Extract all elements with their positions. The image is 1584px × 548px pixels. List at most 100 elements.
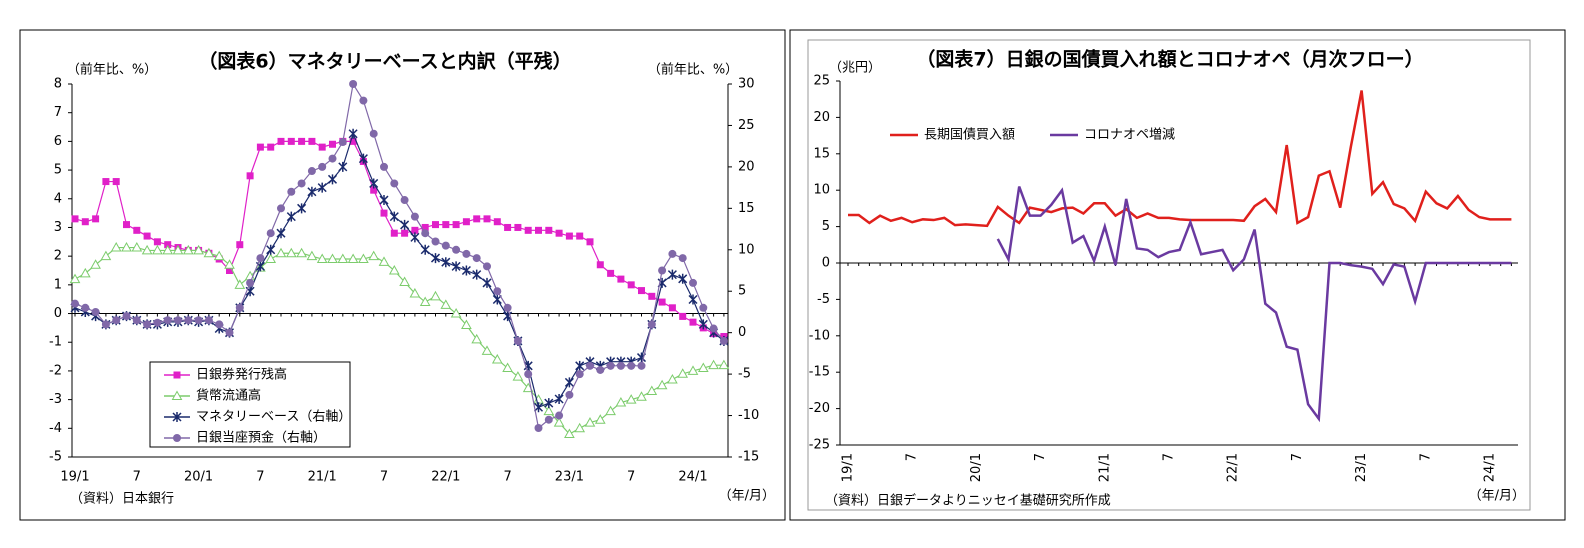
y2-tick-label: 5 [738,284,746,299]
marker [678,273,688,284]
marker [348,128,358,139]
marker [430,290,441,301]
marker [421,229,430,238]
y-tick-label: 8 [54,77,62,92]
marker [523,360,533,371]
x-tick-label: 24/1 [678,470,707,485]
marker [101,320,110,329]
marker [162,244,174,255]
y-tick-label: 6 [54,134,62,149]
marker [389,211,399,222]
y-tick-label: -5 [49,450,62,465]
marker [524,226,532,234]
marker [615,396,627,407]
x-tick-label: 7 [905,453,920,461]
marker [410,212,419,221]
marker [316,253,328,264]
y-tick-label: -5 [817,292,830,307]
marker [276,228,286,239]
marker [370,186,378,194]
marker [513,336,522,345]
marker [472,269,482,280]
panel-frame [19,29,786,521]
marker [616,361,625,370]
marker [524,370,533,379]
x-tick-label: 7 [1418,453,1433,461]
y-tick-label: -1 [49,335,62,350]
x-tick-label: 24/1 [1483,453,1498,482]
x-tick-label: 7 [133,470,141,485]
marker [194,316,203,325]
plot-frame [807,39,1531,511]
marker [277,204,285,213]
marker [441,241,450,250]
marker [555,229,563,237]
legend-label: 長期国債買入額 [924,128,1015,143]
marker [358,153,368,164]
marker [648,292,656,300]
panel-frame [789,29,1566,521]
y-tick-label: 2 [54,249,62,264]
marker [678,254,687,263]
marker [246,172,254,180]
marker [637,361,646,370]
marker [329,140,336,148]
marker [441,257,451,268]
marker [318,143,326,151]
marker [328,154,337,163]
marker [565,390,574,399]
marker [638,287,645,295]
marker [565,232,573,240]
x-tick-label: 23/1 [1354,453,1369,482]
marker [378,256,390,266]
marker [481,345,493,355]
marker [699,303,708,312]
marker [471,333,483,344]
marker [554,393,564,404]
marker [553,417,565,427]
marker [697,362,709,373]
marker [482,277,492,288]
marker [213,250,225,261]
marker [318,162,327,171]
marker [605,405,616,416]
marker [689,318,697,326]
marker [110,242,122,252]
x-tick-label: 19/1 [60,470,89,485]
x-tick-label: 7 [1162,453,1177,461]
y2-tick-label: -10 [738,408,759,423]
y-tick-label: 4 [54,191,62,206]
marker [327,174,338,185]
y-tick-label: 0 [54,306,62,321]
marker [131,242,143,252]
marker [143,232,151,240]
marker [472,254,481,263]
marker [173,371,181,379]
marker [688,294,698,305]
marker [390,229,398,237]
marker [419,296,431,307]
marker [451,261,461,272]
marker [430,253,441,264]
marker [440,299,452,309]
marker [337,253,349,264]
x-tick-label: 19/1 [841,453,856,482]
marker [184,316,193,325]
source-note: （資料）日銀データよりニッセイ基礎研究所作成 [825,493,1111,509]
y-tick-label: 15 [813,146,830,161]
marker [266,244,276,255]
marker [369,178,379,189]
series-line [74,246,724,435]
marker [400,196,409,205]
marker [286,211,296,222]
marker [297,179,306,188]
marker [431,237,440,246]
marker [617,275,625,283]
legend-label: コロナオペ増減 [1084,127,1175,143]
marker [81,303,90,312]
marker [133,226,141,234]
marker [171,390,183,400]
marker [246,278,255,287]
marker [410,232,420,243]
marker [277,137,285,145]
